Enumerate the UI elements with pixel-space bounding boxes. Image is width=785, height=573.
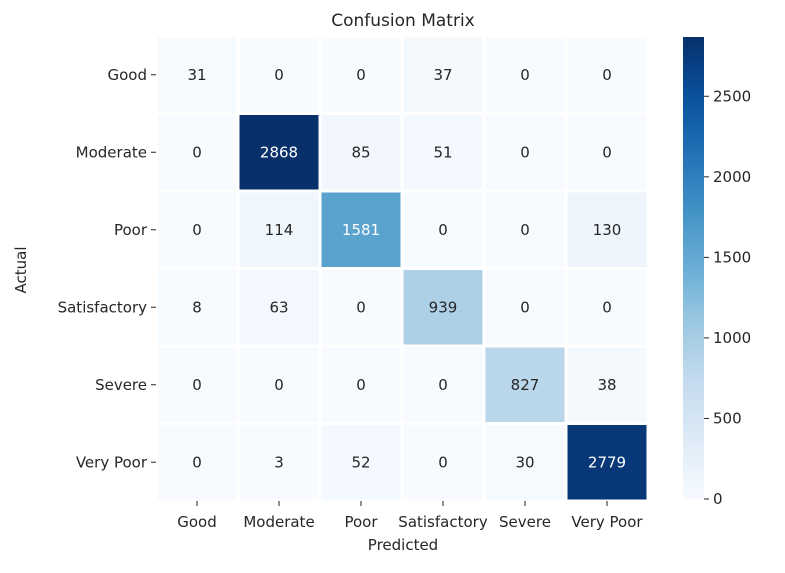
heatmap-cell bbox=[400, 112, 486, 193]
colorbar-tick-label: 2500 bbox=[713, 87, 751, 105]
colorbar-tick-label: 2000 bbox=[713, 168, 751, 186]
heatmap-cell bbox=[154, 267, 240, 348]
heatmap-cell bbox=[564, 34, 650, 115]
cell-value-label: 939 bbox=[429, 298, 458, 316]
heatmap-cell bbox=[400, 189, 486, 270]
cell-value-label: 3 bbox=[274, 453, 284, 471]
x-tick-label: Satisfactory bbox=[398, 513, 488, 531]
cell-value-label: 51 bbox=[433, 143, 452, 161]
chart-title: Confusion Matrix bbox=[331, 11, 475, 31]
cell-value-label: 37 bbox=[433, 66, 452, 84]
colorbar-gradient bbox=[683, 37, 704, 499]
heatmap-cell bbox=[564, 422, 650, 503]
y-tick-label: Satisfactory bbox=[58, 298, 148, 316]
cell-value-label: 114 bbox=[265, 221, 294, 239]
cell-value-label: 0 bbox=[438, 453, 448, 471]
cell-value-label: 63 bbox=[269, 298, 288, 316]
cell-value-label: 0 bbox=[192, 221, 202, 239]
cell-value-label: 31 bbox=[187, 66, 206, 84]
x-tick-label: Poor bbox=[344, 513, 378, 531]
cell-value-label: 0 bbox=[602, 66, 612, 84]
heatmap-cells bbox=[154, 34, 650, 503]
heatmap-cell bbox=[482, 344, 568, 425]
cell-value-label: 0 bbox=[356, 298, 366, 316]
heatmap-cell bbox=[400, 267, 486, 348]
heatmap-cell bbox=[154, 422, 240, 503]
cell-value-label: 0 bbox=[602, 298, 612, 316]
colorbar-tick-label: 1000 bbox=[713, 329, 751, 347]
heatmap-cell bbox=[236, 189, 322, 270]
heatmap-cell bbox=[482, 267, 568, 348]
cell-value-label: 0 bbox=[274, 66, 284, 84]
colorbar-tick-label: 1500 bbox=[713, 248, 751, 266]
x-tick-label: Good bbox=[177, 513, 217, 531]
y-tick-label: Very Poor bbox=[76, 453, 148, 471]
heatmap-cell bbox=[564, 267, 650, 348]
cell-value-label: 0 bbox=[520, 66, 530, 84]
cell-value-label: 827 bbox=[511, 376, 540, 394]
cell-value-label: 0 bbox=[192, 376, 202, 394]
y-tick-label: Moderate bbox=[76, 143, 147, 161]
cell-value-label: 0 bbox=[356, 376, 366, 394]
x-axis-label: Predicted bbox=[368, 536, 438, 554]
cell-value-label: 0 bbox=[274, 376, 284, 394]
heatmap-cell bbox=[318, 267, 404, 348]
x-axis-ticks: Good Moderate Poor Satisfactory Severe Very P… bbox=[177, 501, 643, 531]
cell-value-label: 0 bbox=[520, 221, 530, 239]
cell-value-label: 0 bbox=[192, 453, 202, 471]
cell-value-label: 52 bbox=[351, 453, 370, 471]
x-tick-label: Severe bbox=[499, 513, 551, 531]
x-tick-label: Very Poor bbox=[571, 513, 643, 531]
cell-value-label: 0 bbox=[356, 66, 366, 84]
heatmap-cell bbox=[564, 344, 650, 425]
cell-value-label: 85 bbox=[351, 143, 370, 161]
cell-value-label: 0 bbox=[602, 143, 612, 161]
cell-value-label: 1581 bbox=[342, 221, 380, 239]
cell-value-label: 0 bbox=[520, 143, 530, 161]
cell-value-label: 38 bbox=[597, 376, 616, 394]
heatmap-cell bbox=[236, 267, 322, 348]
cell-value-label: 0 bbox=[520, 298, 530, 316]
cell-value-label: 130 bbox=[593, 221, 622, 239]
heatmap-cell bbox=[564, 189, 650, 270]
y-tick-label: Severe bbox=[95, 376, 147, 394]
cell-value-label: 2779 bbox=[588, 453, 626, 471]
x-tick-label: Moderate bbox=[243, 513, 314, 531]
heatmap-cell bbox=[236, 112, 322, 193]
cell-value-label: 8 bbox=[192, 298, 202, 316]
colorbar-tick-label: 0 bbox=[713, 490, 723, 508]
cell-value-labels: 31 0 0 37 0 0 0 2868 85 51 0 0 0 114 1581 0 0 130 8 63 0 939 0… bbox=[187, 66, 626, 472]
y-axis-ticks: Good Moderate Poor Satisfactory Severe Very P… bbox=[58, 66, 156, 471]
cell-value-label: 0 bbox=[192, 143, 202, 161]
colorbar-tick-label: 500 bbox=[713, 409, 742, 427]
heatmap-cell bbox=[482, 189, 568, 270]
y-axis-label: Actual bbox=[12, 247, 30, 294]
cell-value-label: 2868 bbox=[260, 143, 298, 161]
cell-value-label: 0 bbox=[438, 376, 448, 394]
heatmap-cell bbox=[318, 344, 404, 425]
colorbar: 0 500 1000 1500 2000 2500 bbox=[683, 37, 751, 508]
y-tick-label: Good bbox=[108, 66, 148, 84]
cell-value-label: 30 bbox=[515, 453, 534, 471]
heatmap-cell bbox=[564, 112, 650, 193]
y-tick-label: Poor bbox=[114, 221, 148, 239]
cell-value-label: 0 bbox=[438, 221, 448, 239]
